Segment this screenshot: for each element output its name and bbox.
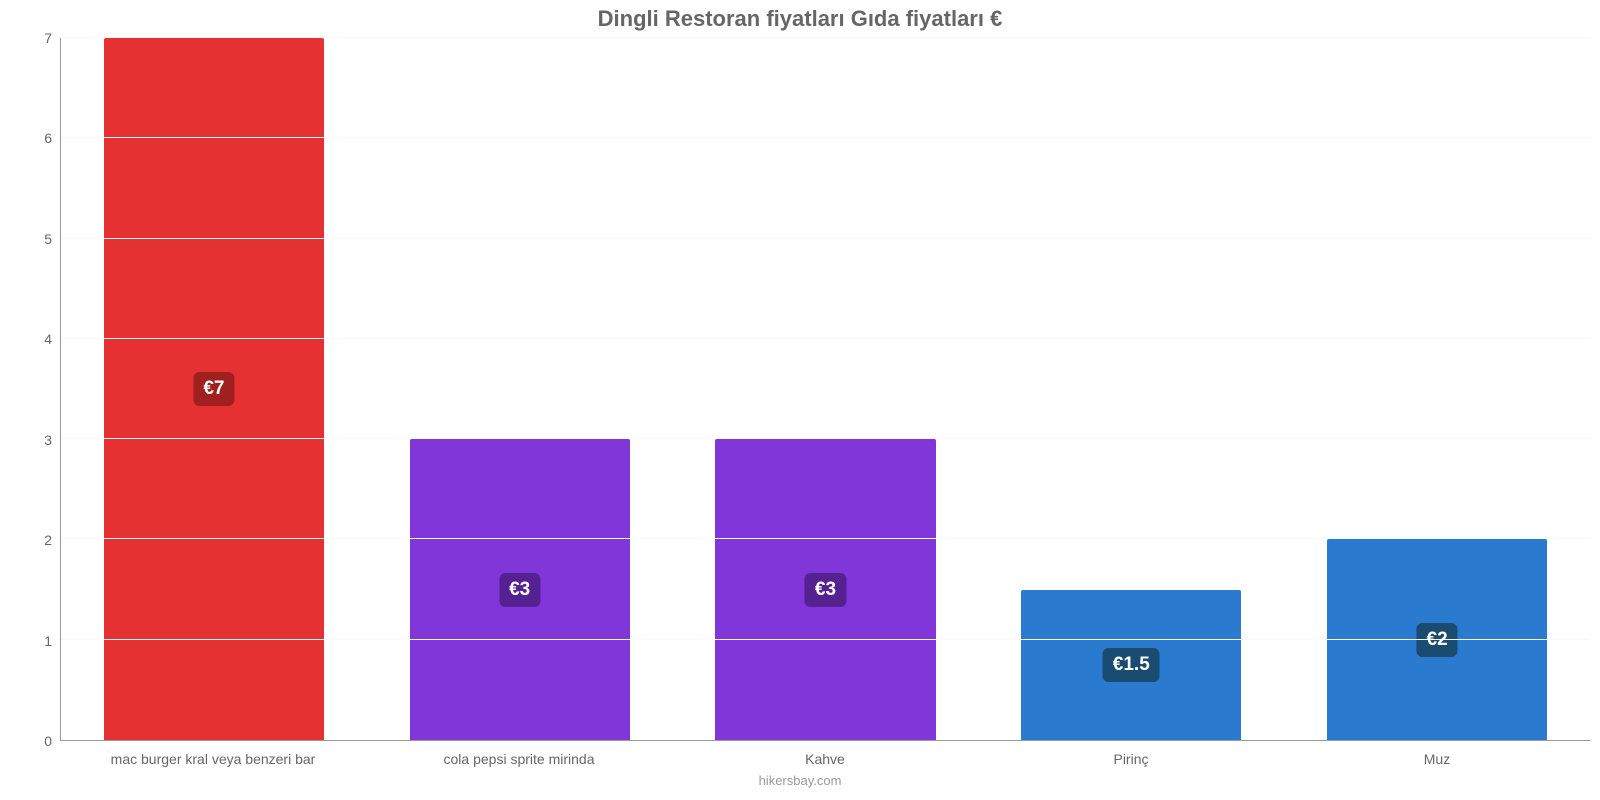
value-badge: €3 <box>805 573 846 607</box>
x-axis-label: Kahve <box>672 751 978 767</box>
value-badge: €7 <box>193 372 234 406</box>
bar-slot: €7 <box>61 38 367 740</box>
x-axis-label: Pirinç <box>978 751 1284 767</box>
chart-title: Dingli Restoran fiyatları Gıda fiyatları… <box>0 0 1600 38</box>
gridline <box>61 238 1590 239</box>
plot-row: 01234567 €7€3€3€1.5€2 <box>0 38 1600 741</box>
y-tick-label: 1 <box>44 633 52 649</box>
plot-area: €7 €3 €3 €1.5 €2 <box>60 38 1590 741</box>
y-tick-label: 6 <box>44 130 52 146</box>
value-badge: €3 <box>499 573 540 607</box>
gridline <box>61 438 1590 439</box>
bar-slot: €1.5 <box>978 38 1284 740</box>
y-tick-label: 7 <box>44 30 52 46</box>
gridline <box>61 37 1590 38</box>
y-tick-label: 0 <box>44 733 52 749</box>
gridline <box>61 639 1590 640</box>
value-badge: €1.5 <box>1103 648 1160 682</box>
gridline <box>61 338 1590 339</box>
y-tick-label: 4 <box>44 331 52 347</box>
bar: €2 <box>1327 539 1547 740</box>
x-axis-label: cola pepsi sprite mirinda <box>366 751 672 767</box>
gridline <box>61 137 1590 138</box>
bar: €3 <box>410 439 630 740</box>
bar: €1.5 <box>1021 590 1241 740</box>
x-axis-label: mac burger kral veya benzeri bar <box>60 751 366 767</box>
bar-slot: €2 <box>1284 38 1590 740</box>
bar: €3 <box>715 439 935 740</box>
gridline <box>61 538 1590 539</box>
value-badge: €2 <box>1417 623 1458 657</box>
bars-container: €7 €3 €3 €1.5 €2 <box>61 38 1590 740</box>
chart-footer: hikersbay.com <box>0 771 1600 800</box>
bar-slot: €3 <box>673 38 979 740</box>
y-axis: 01234567 <box>0 38 60 741</box>
bar: €7 <box>104 38 324 740</box>
price-bar-chart: Dingli Restoran fiyatları Gıda fiyatları… <box>0 0 1600 800</box>
x-axis-label: Muz <box>1284 751 1590 767</box>
x-axis: mac burger kral veya benzeri barcola pep… <box>0 741 1600 771</box>
bar-slot: €3 <box>367 38 673 740</box>
y-tick-label: 2 <box>44 532 52 548</box>
y-tick-label: 3 <box>44 432 52 448</box>
y-tick-label: 5 <box>44 231 52 247</box>
